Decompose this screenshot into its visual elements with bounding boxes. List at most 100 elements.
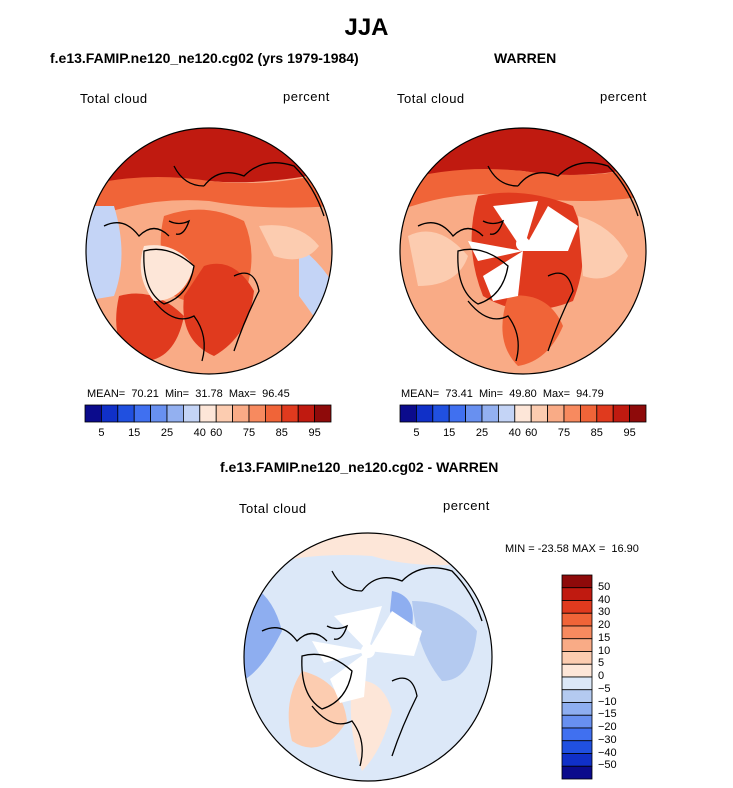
colorbar-swatch (561, 740, 593, 754)
colorbar-swatch (415, 404, 434, 423)
colorbar-tick-label: −10 (598, 695, 617, 708)
colorbar-tick-label: 20 (598, 619, 611, 631)
colorbar-tick-label: 5 (413, 427, 420, 439)
panel1-map-border (85, 127, 333, 375)
panel2-missing-wedge-w (468, 241, 523, 261)
panel2-colorbar (399, 404, 647, 423)
panel1-units-label: percent (283, 89, 330, 104)
panel3-stats: MIN = -23.58 MAX = 16.90 (505, 543, 639, 555)
colorbar-swatch (561, 714, 593, 729)
colorbar-swatch (84, 404, 102, 423)
colorbar-tick-label: 40 (508, 427, 521, 439)
panel3-field-east-neg (412, 601, 477, 681)
panel2-map-border (399, 127, 647, 375)
colorbar-swatch (432, 404, 450, 423)
panel3-colorbar (561, 574, 593, 780)
panel3-missing-wedge-ne (368, 611, 422, 656)
panel3-missing-wedge-n (334, 606, 382, 651)
colorbar-swatch (561, 612, 593, 627)
colorbar-tick-label: 85 (590, 427, 603, 439)
colorbar-swatch (248, 404, 266, 423)
panel1-field-south-high (183, 263, 254, 356)
panel2-missing-pole (516, 237, 530, 251)
panel3-title: f.e13.FAMIP.ne120_ne120.cg02 - WARREN (220, 459, 499, 475)
colorbar-tick-label: 40 (598, 593, 611, 606)
panel1-title: f.e13.FAMIP.ne120_ne120.cg02 (yrs 1979-1… (50, 50, 359, 66)
panel2-missing-wedge-sw (483, 251, 523, 301)
panel3-coastlines (261, 567, 483, 767)
colorbar-swatch (264, 404, 283, 423)
colorbar-tick-label: 95 (623, 427, 636, 439)
colorbar-swatch (561, 753, 593, 767)
colorbar-tick-label: 85 (275, 427, 288, 439)
panel1-variable-label: Total cloud (80, 91, 148, 106)
panel3-units-label: percent (443, 498, 490, 513)
colorbar-swatch (612, 404, 630, 423)
colorbar-tick-label: 40 (193, 427, 206, 439)
colorbar-swatch (183, 404, 201, 423)
colorbar-swatch (561, 676, 593, 691)
colorbar-swatch (199, 404, 217, 423)
panel1-colorbar (84, 404, 332, 423)
colorbar-tick-label: −40 (598, 746, 617, 759)
panel2-title: WARREN (494, 50, 557, 66)
colorbar-tick-label: 10 (598, 644, 611, 657)
colorbar-tick-label: 30 (598, 606, 611, 619)
panel2-field-east-mid (578, 216, 628, 279)
colorbar-tick-label: 15 (598, 631, 611, 644)
colorbar-swatch (314, 404, 332, 423)
colorbar-tick-label: 95 (308, 427, 321, 439)
colorbar-swatch (561, 625, 593, 640)
colorbar-swatch (561, 689, 593, 703)
colorbar-tick-label: 5 (98, 427, 105, 439)
colorbar-swatch (117, 404, 135, 423)
colorbar-swatch (133, 404, 152, 423)
panel3-variable-label: Total cloud (239, 501, 307, 516)
colorbar-swatch (150, 404, 168, 423)
panel1-field-band (86, 171, 332, 221)
colorbar-tick-label: 15 (128, 427, 141, 439)
panel2-variable-label: Total cloud (397, 91, 465, 106)
panel2-field-band (400, 166, 646, 211)
colorbar-tick-label: 75 (557, 427, 571, 439)
colorbar-swatch (232, 404, 250, 423)
colorbar-swatch (547, 404, 565, 423)
panel2-field-west-mid (408, 231, 468, 286)
panel2-units-label: percent (600, 89, 647, 104)
panel1-map (85, 127, 333, 375)
colorbar-swatch (514, 404, 532, 423)
colorbar-tick-label: −15 (598, 708, 617, 721)
colorbar-tick-label: −30 (598, 733, 617, 746)
colorbar-tick-label: 25 (475, 427, 489, 439)
colorbar-tick-label: 60 (525, 427, 538, 439)
colorbar-tick-label: 5 (598, 657, 605, 670)
colorbar-tick-label: 60 (210, 427, 223, 439)
panel1-field-sw-high (116, 293, 184, 362)
colorbar-swatch (579, 404, 598, 423)
colorbar-swatch (448, 404, 467, 423)
colorbar-tick-label: 0 (598, 670, 605, 682)
panel1-stats: MEAN= 70.21 Min= 31.78 Max= 96.45 (87, 388, 290, 400)
colorbar-tick-label: −20 (598, 721, 617, 733)
panel2-map (399, 127, 647, 375)
colorbar-tick-label: 75 (242, 427, 256, 439)
panel1-coastlines (103, 162, 325, 362)
panel3-map-border (243, 532, 493, 782)
panel1-field-west-low (86, 206, 122, 301)
colorbar-swatch (561, 574, 593, 589)
panel3-missing-wedge-sw (330, 651, 368, 703)
colorbar-swatch (561, 587, 593, 601)
colorbar-swatch (629, 404, 647, 423)
colorbar-swatch (530, 404, 548, 423)
colorbar-tick-label: 15 (443, 427, 456, 439)
panel2-missing-wedge-ne (523, 206, 578, 251)
colorbar-swatch (561, 651, 593, 665)
panel2-coastlines (417, 162, 639, 362)
colorbar-swatch (465, 404, 483, 423)
colorbar-swatch (561, 663, 593, 678)
colorbar-swatch (215, 404, 233, 423)
colorbar-swatch (561, 702, 593, 716)
colorbar-swatch (561, 600, 593, 614)
colorbar-swatch (561, 638, 593, 652)
colorbar-swatch (481, 404, 499, 423)
